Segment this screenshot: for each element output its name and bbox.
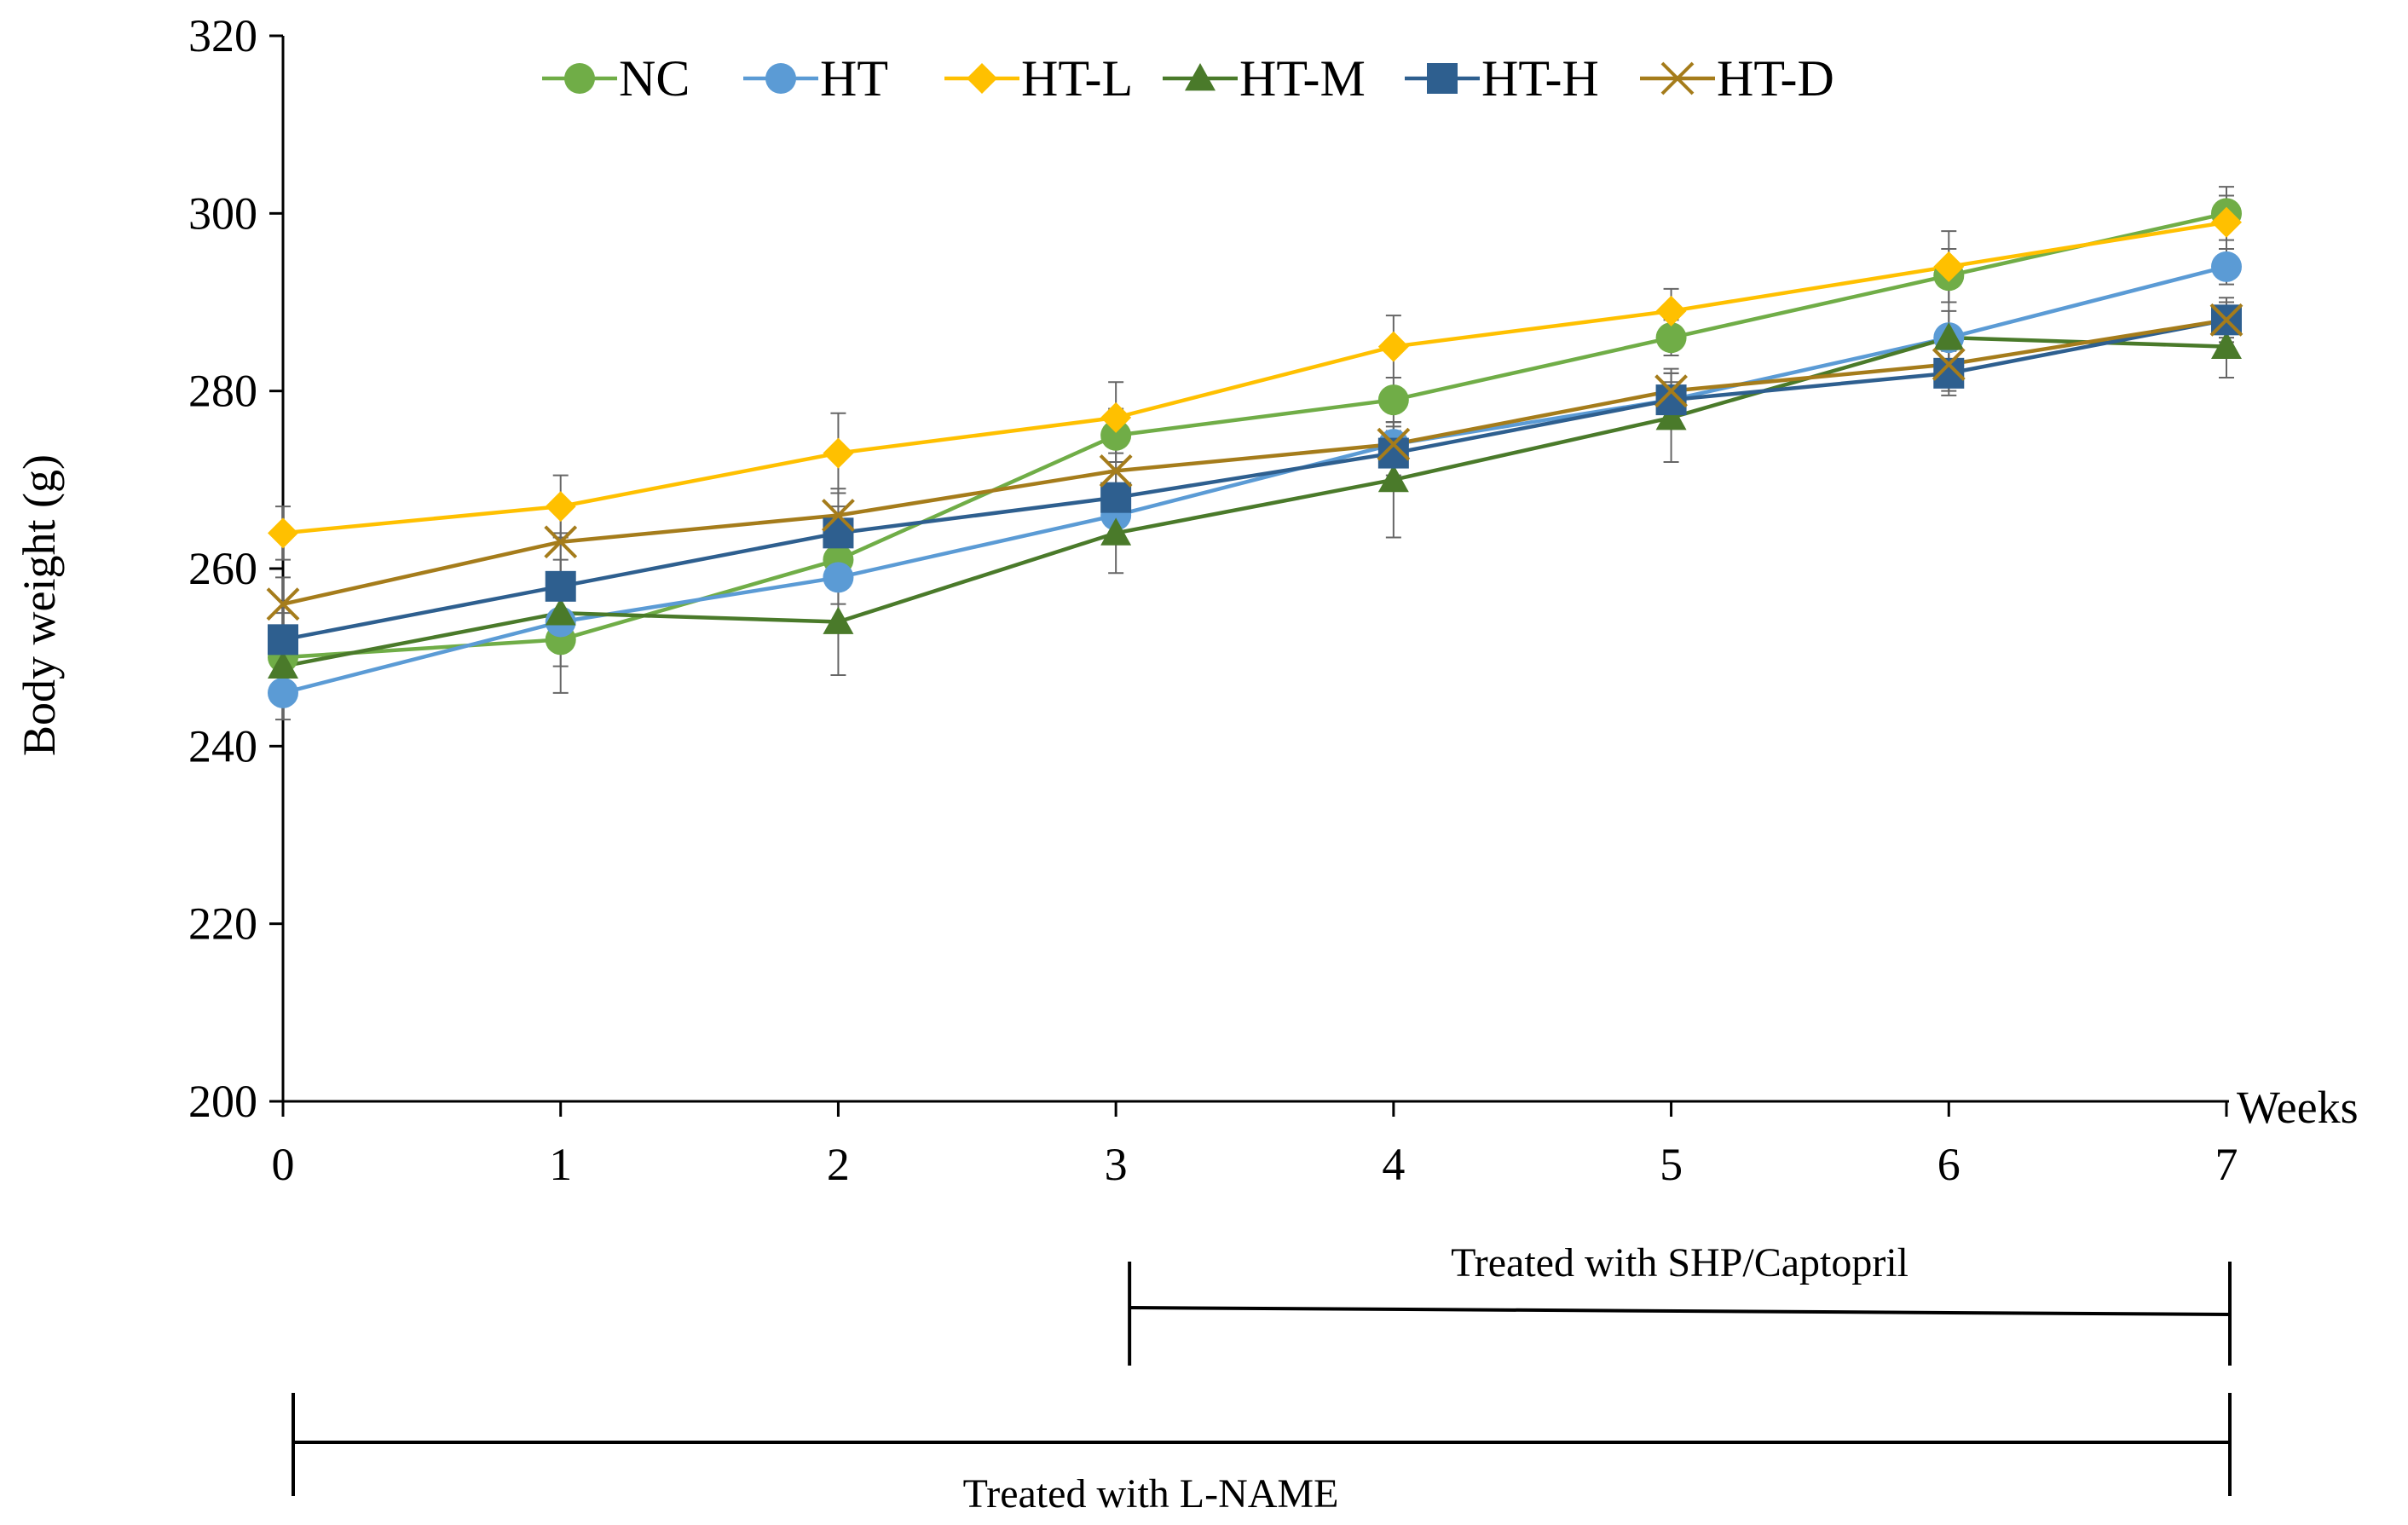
point-ht-l-3 [1100,401,1132,433]
annotation-l-name-label: Treated with L-NAME [963,1471,1339,1516]
annotation-shp-captopril-label: Treated with SHP/Captopril [1451,1240,1908,1285]
legend-marker-ht-m [1185,63,1216,91]
x-tick-label-4: 4 [1382,1139,1405,1190]
annotation-shp-captopril-span [1129,1306,2231,1316]
point-nc-3 [1100,419,1132,451]
y-tick-label-280: 280 [188,366,257,417]
point-ht-d-1-stroke-b [544,525,578,559]
point-ht-7 [2211,251,2242,282]
legend-label-ht: HT [820,50,888,107]
series-line-ht [282,264,2227,696]
legend-marker-ht-d [1660,61,1695,95]
series-lines [282,211,2227,696]
annotations: Treated with SHP/Captopril Treated with L… [292,1240,2232,1516]
point-ht-h-3 [1100,482,1132,513]
x-tick-label-6: 6 [1937,1139,1960,1190]
x-tick-label-7: 7 [2215,1139,2238,1190]
point-ht-h-2 [823,517,854,549]
legend-label-ht-m: HT-M [1239,50,1366,107]
point-ht-m-1 [545,598,576,626]
point-nc-5 [1655,322,1687,354]
point-ht-l-6 [1933,251,1965,282]
point-ht-m-7 [2211,331,2242,359]
point-nc-4 [1377,384,1409,416]
legend-marker-ht-l [967,63,997,94]
annotation-shp-captopril: Treated with SHP/Captopril [1128,1240,2232,1366]
point-ht-l-7 [2211,206,2242,238]
series-line-ht-m [282,335,2227,668]
point-ht-l-4 [1377,331,1409,362]
legend-item-ht-l: HT-L [944,50,1133,107]
annotation-l-name: Treated with L-NAME [292,1393,2232,1516]
y-tick-label-320: 320 [188,10,257,61]
legend-item-nc: NC [542,50,690,107]
point-ht-l-1 [545,491,576,523]
series-line-nc [282,211,2227,660]
point-ht-d-7 [2209,303,2243,337]
point-ht-d-3 [1099,454,1133,488]
legend-label-ht-d: HT-D [1717,50,1834,107]
point-ht-d-2 [822,499,855,532]
point-ht-d-1 [544,525,578,559]
series-markers [266,198,2243,708]
legend-marker-ht-h [1427,63,1458,94]
x-tick-label-5: 5 [1660,1139,1683,1190]
x-axis-label: Weeks [2237,1082,2359,1133]
point-ht-m-2 [823,606,854,634]
series-line-ht-d [282,318,2227,606]
legend-label-nc: NC [619,50,690,107]
point-ht-h-0 [268,624,298,656]
x-tick-label-0: 0 [272,1139,295,1190]
point-ht-l-2 [823,437,854,469]
x-ticks: 0 1 2 3 4 5 6 7 [272,1101,2238,1190]
legend-label-ht-l: HT-L [1021,50,1133,107]
point-ht-l-0 [268,517,298,549]
point-ht-d-4 [1377,427,1411,461]
legend-marker-nc [564,63,595,94]
point-ht-l-5 [1655,295,1687,326]
legend: NC HT HT-L HT-M HT-H HT-D [542,50,1834,107]
point-ht-m-0 [268,650,298,679]
point-ht-m-3 [1100,517,1132,546]
point-ht-h-1 [545,570,576,602]
y-tick-label-260: 260 [188,543,257,594]
y-tick-label-200: 200 [188,1076,257,1127]
x-tick-label-1: 1 [549,1139,572,1190]
series-line-ht-h [282,318,2227,642]
legend-marker-ht [765,63,796,94]
point-ht-d-0 [266,587,300,621]
axes [281,36,2229,1103]
point-ht-0 [268,677,298,708]
point-ht-d-5 [1654,374,1688,408]
legend-item-ht-h: HT-H [1405,50,1599,107]
legend-item-ht: HT [743,50,888,107]
legend-item-ht-m: HT-M [1163,50,1366,107]
x-tick-label-2: 2 [827,1139,850,1190]
series-layer [266,186,2243,721]
point-ht-d-6-stroke-b [1932,348,1966,381]
y-tick-label-300: 300 [188,188,257,239]
point-ht-d-3-stroke-b [1099,454,1133,488]
y-axis-label: Body weight (g) [14,454,65,756]
y-ticks: 200 220 240 260 280 300 320 [188,10,283,1127]
point-ht-d-0-stroke-b [266,587,300,621]
point-ht-m-4 [1377,464,1409,493]
point-ht-m-5 [1655,401,1687,430]
y-tick-label-220: 220 [188,898,257,950]
series-line-ht-l [282,220,2227,535]
point-ht-m-6 [1933,322,1965,350]
point-ht-d-4-stroke-b [1377,427,1411,461]
point-ht-d-6 [1932,348,1966,381]
y-tick-label-240: 240 [188,720,257,771]
point-ht-2 [823,562,854,593]
legend-marker-ht-d-stroke-b [1660,61,1695,95]
legend-item-ht-d: HT-D [1640,50,1834,107]
x-tick-label-3: 3 [1105,1139,1128,1190]
point-ht-d-2-stroke-b [822,499,855,532]
legend-label-ht-h: HT-H [1481,50,1599,107]
point-ht-d-7-stroke-b [2209,303,2243,337]
point-ht-d-5-stroke-b [1654,374,1688,408]
